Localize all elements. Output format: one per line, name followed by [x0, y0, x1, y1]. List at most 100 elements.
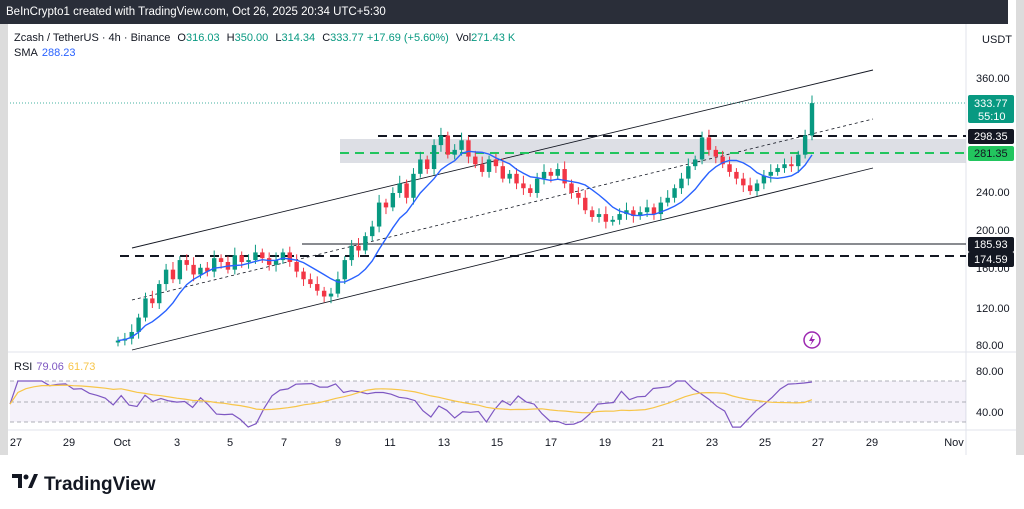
- channel-mid-line[interactable]: [131, 118, 874, 301]
- candle-body[interactable]: [747, 185, 753, 192]
- candle-body[interactable]: [576, 193, 581, 198]
- candle-body[interactable]: [287, 252, 292, 262]
- candle-body[interactable]: [266, 258, 272, 265]
- candle-body[interactable]: [184, 260, 189, 265]
- candle-body[interactable]: [342, 260, 347, 280]
- rsi-ma-line[interactable]: [9, 384, 813, 414]
- candle-body[interactable]: [541, 171, 547, 179]
- candle-body[interactable]: [754, 183, 760, 192]
- candle-body[interactable]: [741, 178, 746, 186]
- candle-body[interactable]: [383, 202, 389, 208]
- candle-body[interactable]: [727, 164, 732, 172]
- sma-legend[interactable]: SMA 288.23: [14, 47, 76, 59]
- candle-body[interactable]: [665, 197, 670, 203]
- candle-body[interactable]: [610, 219, 615, 222]
- candle-body[interactable]: [170, 269, 176, 280]
- candle-body[interactable]: [782, 164, 787, 169]
- candle-body[interactable]: [644, 207, 650, 213]
- candle-body[interactable]: [459, 140, 464, 150]
- candle-body[interactable]: [438, 135, 444, 146]
- candle-body[interactable]: [514, 173, 519, 184]
- candle-body[interactable]: [638, 212, 643, 216]
- candle-body[interactable]: [631, 210, 636, 216]
- candle-body[interactable]: [404, 183, 409, 198]
- candle-body[interactable]: [431, 145, 437, 170]
- candle-body[interactable]: [706, 137, 712, 150]
- candle-body[interactable]: [555, 169, 560, 176]
- candle-body[interactable]: [411, 173, 416, 198]
- resistance-badge[interactable]: [968, 129, 1014, 144]
- candle-body[interactable]: [376, 202, 382, 227]
- candle-body[interactable]: [486, 159, 492, 172]
- candle-body[interactable]: [349, 245, 354, 261]
- candle-body[interactable]: [651, 207, 657, 215]
- candle-body[interactable]: [198, 267, 203, 275]
- candle-body[interactable]: [143, 298, 148, 318]
- candle-body[interactable]: [603, 214, 609, 222]
- candle-body[interactable]: [315, 284, 320, 291]
- candle-body[interactable]: [796, 154, 801, 167]
- candle-body[interactable]: [163, 269, 169, 285]
- candle-body[interactable]: [521, 183, 526, 189]
- candle-body[interactable]: [418, 159, 423, 174]
- rsi-legend[interactable]: RSI 79.06 61.73: [14, 361, 95, 373]
- candle-body[interactable]: [493, 159, 499, 167]
- candle-body[interactable]: [328, 293, 334, 297]
- candle-body[interactable]: [528, 188, 533, 193]
- candle-body[interactable]: [211, 258, 217, 272]
- candle-body[interactable]: [294, 262, 299, 272]
- candle-body[interactable]: [301, 271, 306, 280]
- candle-body[interactable]: [150, 298, 155, 304]
- candle-body[interactable]: [699, 137, 705, 160]
- candle-body[interactable]: [370, 226, 375, 237]
- candle-body[interactable]: [466, 140, 471, 157]
- candle-body[interactable]: [672, 188, 677, 198]
- consolidation-zone[interactable]: [340, 139, 966, 163]
- candle-body[interactable]: [692, 159, 698, 167]
- candle-body[interactable]: [397, 183, 402, 193]
- candle-body[interactable]: [321, 290, 327, 297]
- candle-body[interactable]: [617, 214, 622, 220]
- candle-body[interactable]: [507, 173, 512, 179]
- candle-body[interactable]: [335, 279, 341, 294]
- symbol-title[interactable]: Zcash / TetherUS · 4h · Binance: [14, 32, 171, 44]
- candle-body[interactable]: [115, 340, 121, 343]
- candle-body[interactable]: [686, 166, 691, 179]
- candle-body[interactable]: [452, 149, 457, 155]
- candle-body[interactable]: [734, 171, 739, 179]
- candle-body[interactable]: [136, 317, 141, 332]
- support-badge-2[interactable]: [968, 252, 1014, 267]
- candle-body[interactable]: [473, 156, 478, 165]
- candle-body[interactable]: [809, 103, 815, 136]
- candle-body[interactable]: [246, 260, 251, 262]
- candle-body[interactable]: [569, 183, 574, 193]
- candle-body[interactable]: [658, 202, 664, 215]
- candle-body[interactable]: [445, 135, 451, 155]
- candle-body[interactable]: [390, 193, 396, 208]
- candle-body[interactable]: [363, 236, 368, 251]
- candle-body[interactable]: [624, 210, 629, 215]
- candle-body[interactable]: [157, 284, 162, 304]
- candle-body[interactable]: [239, 255, 244, 262]
- symbol-legend[interactable]: Zcash / TetherUS · 4h · Binance O316.03 …: [14, 32, 515, 44]
- candle-body[interactable]: [273, 260, 279, 265]
- candle-body[interactable]: [191, 264, 196, 275]
- candle-body[interactable]: [583, 197, 588, 211]
- last-price-badge[interactable]: [968, 95, 1014, 123]
- channel-lower-line[interactable]: [131, 167, 874, 351]
- candle-body[interactable]: [548, 171, 554, 176]
- candle-body[interactable]: [679, 178, 684, 189]
- currency-label[interactable]: USDT: [982, 34, 1012, 46]
- candles-group[interactable]: [115, 95, 815, 347]
- candle-body[interactable]: [232, 255, 238, 270]
- rsi-line[interactable]: [9, 380, 813, 428]
- chart-canvas[interactable]: 360.00 240.00 200.00 160.00 120.00 80.00…: [0, 0, 1024, 455]
- candle-body[interactable]: [761, 175, 767, 184]
- candle-body[interactable]: [534, 178, 540, 193]
- candle-body[interactable]: [425, 159, 430, 170]
- candle-body[interactable]: [253, 252, 258, 261]
- candle-body[interactable]: [775, 168, 780, 172]
- time-axis[interactable]: 27 29 Oct 3 5 7 9 11 13 15 17 19 21 23 25 27 29 Nov: [10, 437, 964, 449]
- candle-body[interactable]: [713, 149, 719, 157]
- candle-body[interactable]: [280, 252, 286, 261]
